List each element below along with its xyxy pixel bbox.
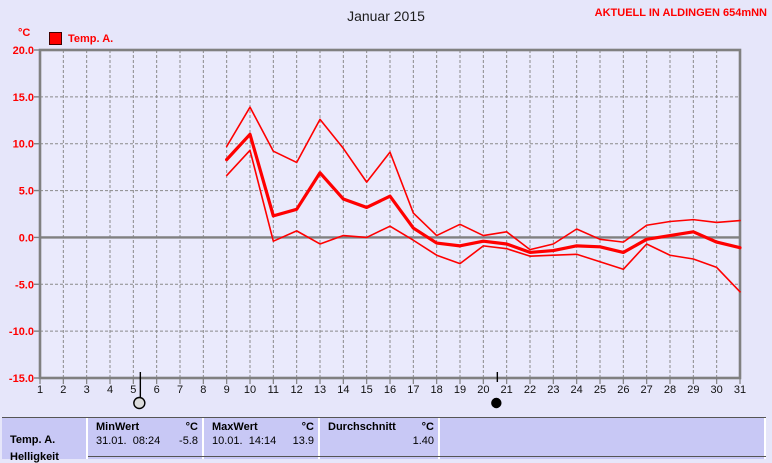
x-tick-label: 8 xyxy=(200,384,206,396)
durchschnitt-header-row: Durchschnitt °C xyxy=(322,421,440,433)
maxwert-header: MaxWert xyxy=(212,421,258,433)
x-tick-label: 18 xyxy=(431,384,443,396)
minwert-value: -5.8 xyxy=(179,435,198,447)
table-separator xyxy=(202,418,204,459)
table-separator xyxy=(438,418,440,459)
x-tick-label: 20 xyxy=(477,384,489,396)
minwert-header: MinWert xyxy=(96,421,140,433)
y-tick-label: 0.0 xyxy=(19,232,34,244)
x-tick-label: 24 xyxy=(571,384,583,396)
x-tick-label: 29 xyxy=(687,384,699,396)
x-tick-label: 30 xyxy=(711,384,723,396)
new-moon-icon xyxy=(491,397,502,409)
x-tick-label: 16 xyxy=(384,384,396,396)
statistics-table: Temp. A. Helligkeit MinWert °C 31.01. 08… xyxy=(2,417,766,463)
x-tick-label: 14 xyxy=(337,384,349,396)
legend: Temp. A. xyxy=(49,32,113,45)
minwert-value-row: 31.01. 08:24 -5.8 xyxy=(90,435,204,447)
x-tick-label: 19 xyxy=(454,384,466,396)
next-sensor-label: Helligkeit xyxy=(10,451,59,463)
x-tick-label: 12 xyxy=(291,384,303,396)
y-tick-label: -15.0 xyxy=(9,373,34,385)
minwert-datetime: 31.01. 08:24 xyxy=(96,435,161,447)
x-tick-label: 28 xyxy=(664,384,676,396)
series-daily-mean xyxy=(225,132,742,255)
durchschnitt-value-row: 1.40 xyxy=(322,435,440,447)
x-tick-label: 7 xyxy=(177,384,183,396)
x-tick-label: 25 xyxy=(594,384,606,396)
legend-swatch-icon xyxy=(49,32,62,45)
x-tick-label: 15 xyxy=(361,384,373,396)
series-daily-max xyxy=(225,106,741,251)
minwert-unit: °C xyxy=(185,421,198,433)
x-tick-label: 27 xyxy=(641,384,653,396)
table-separator xyxy=(764,418,766,459)
minwert-header-row: MinWert °C xyxy=(90,421,204,433)
durchschnitt-header: Durchschnitt xyxy=(328,421,396,433)
x-tick-label: 13 xyxy=(314,384,326,396)
x-tick-label: 31 xyxy=(734,384,746,396)
plot-area xyxy=(40,50,740,378)
x-tick-label: 3 xyxy=(84,384,90,396)
x-tick-label: 4 xyxy=(107,384,113,396)
maxwert-datetime: 10.01. 14:14 xyxy=(212,435,277,447)
legend-label: Temp. A. xyxy=(68,32,114,45)
chart-frame xyxy=(38,48,742,380)
x-tick-label: 9 xyxy=(224,384,230,396)
temperature-chart: 1 2 3 4 5 6 7 8 9 10 11 12 13 14 15 16 17 18 19 20 21 22 23 24 2… xyxy=(9,45,746,410)
maxwert-header-row: MaxWert °C xyxy=(206,421,320,433)
x-tick-label: 11 xyxy=(268,384,279,396)
y-tick-label: 5.0 xyxy=(19,186,34,198)
y-tick-label: 10.0 xyxy=(13,139,34,151)
full-moon-icon xyxy=(133,396,146,410)
station-label: AKTUELL IN ALDINGEN 654mNN xyxy=(594,7,767,19)
x-tick-label: 5 xyxy=(130,384,136,396)
x-tick-label: 21 xyxy=(501,384,513,396)
x-tick-label: 22 xyxy=(524,384,536,396)
sensor-label: Temp. A. xyxy=(10,434,56,446)
y-tick-label: 15.0 xyxy=(13,92,34,104)
y-axis-unit-label: °C xyxy=(18,27,31,39)
page-title: Januar 2015 xyxy=(347,8,425,24)
table-separator xyxy=(86,418,88,459)
maxwert-value: 13.9 xyxy=(292,435,314,447)
maxwert-unit: °C xyxy=(301,421,314,433)
x-tick-label: 23 xyxy=(547,384,559,396)
x-tick-label: 26 xyxy=(617,384,629,396)
durchschnitt-unit: °C xyxy=(421,421,434,433)
x-tick-label: 1 xyxy=(37,384,43,396)
y-tick-label: 20.0 xyxy=(13,45,34,57)
x-tick-label: 2 xyxy=(60,384,66,396)
y-tick-label: -5.0 xyxy=(15,279,34,291)
x-tick-label: 10 xyxy=(244,384,256,396)
durchschnitt-value: 1.40 xyxy=(412,435,434,447)
maxwert-value-row: 10.01. 14:14 13.9 xyxy=(206,435,320,447)
table-separator xyxy=(318,418,320,459)
table-row-border xyxy=(88,456,766,457)
x-tick-label: 17 xyxy=(407,384,419,396)
series-daily-min xyxy=(225,149,741,293)
y-tick-label: -10.0 xyxy=(9,326,34,338)
x-tick-label: 6 xyxy=(154,384,160,396)
